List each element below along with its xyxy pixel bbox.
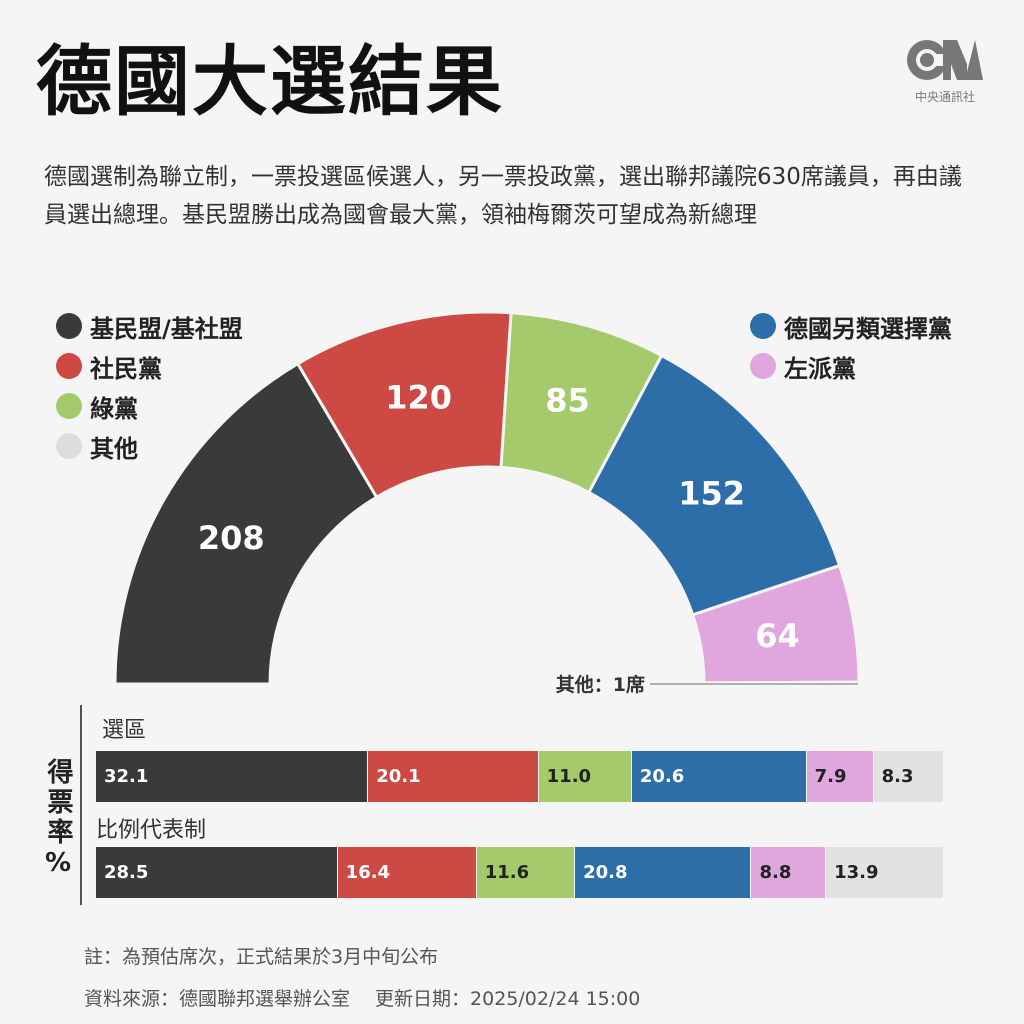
legend-left: 基民盟/基社盟 社民黨綠黨其他 [56,306,243,466]
bar-segment: 20.1 [368,751,539,802]
row-label-district: 選區 [102,718,147,743]
legend-item: 左派黨 [750,346,952,386]
legend-item: 綠黨 [56,386,243,426]
bar-segment: 8.3 [873,751,944,802]
bar-segment: 20.8 [575,847,752,898]
others-annotation: 其他：1席 [556,673,645,696]
seat-label: 120 [385,379,452,417]
bar-segment: 13.9 [826,847,944,898]
legend-item: 其他 [56,426,243,466]
row-label-proportional: 比例代表制 [96,818,207,843]
ylabel: 得票率% [43,758,73,882]
legend-dot-icon [56,353,82,379]
seat-label: 85 [545,382,590,420]
logo-text: 中央通訊社 [914,90,975,104]
bar-proportional: 28.5 16.4 11.6 20.8 8.8 13.9 [96,847,944,898]
legend-dot-icon [56,393,82,419]
legend-label: 綠黨 [90,394,138,423]
legend-label: 德國另類選擇黨 [784,314,952,343]
cna-logo: 中央通訊社 [900,38,990,105]
legend-item: 德國另類選擇黨 [750,306,952,346]
bar-segment: 11.6 [476,847,576,898]
legend-item: 社民黨 [56,346,243,386]
page-title: 德國大選結果 [36,37,504,126]
axis-divider [80,705,82,905]
bar-segment: 32.1 [96,751,369,802]
seat-label: 64 [755,617,800,655]
footnote: 註：為預估席次，正式結果於3月中旬公布 [84,946,439,968]
legend-label: 左派黨 [784,354,856,383]
seat-slice [113,361,379,686]
bar-segment: 16.4 [337,847,477,898]
source: 資料來源：德國聯邦選舉辦公室 更新日期：2025/02/24 15:00 [84,988,641,1010]
seat-label: 152 [678,475,745,513]
bar-district: 32.1 20.1 11.0 20.6 7.9 8.3 [96,751,944,802]
bar-segment: 20.6 [631,751,807,802]
bar-segment: 28.5 [96,847,338,898]
legend-item: 基民盟/基社盟 [56,306,243,346]
legend-right: 德國另類選擇黨 左派黨 [750,306,952,386]
legend-dot-icon [56,313,82,339]
legend-dot-icon [750,353,776,379]
bar-segment: 11.0 [538,751,632,802]
bar-segment: 7.9 [806,751,874,802]
bar-segment: 8.8 [751,847,827,898]
legend-dot-icon [750,313,776,339]
seat-label: 208 [198,519,265,557]
cna-logo-icon [907,40,983,80]
description: 德國選制為聯立制，一票投選區候選人，另一票投政黨，選出聯邦議院630席議員，再由… [44,164,962,228]
legend-label: 社民黨 [90,354,162,383]
legend-dot-icon [56,433,82,459]
legend-label: 其他 [90,434,138,463]
seat-chart: 208 120 85 152 64 其他：1席 [113,310,861,696]
legend-label: 基民盟/基社盟 [90,314,243,343]
